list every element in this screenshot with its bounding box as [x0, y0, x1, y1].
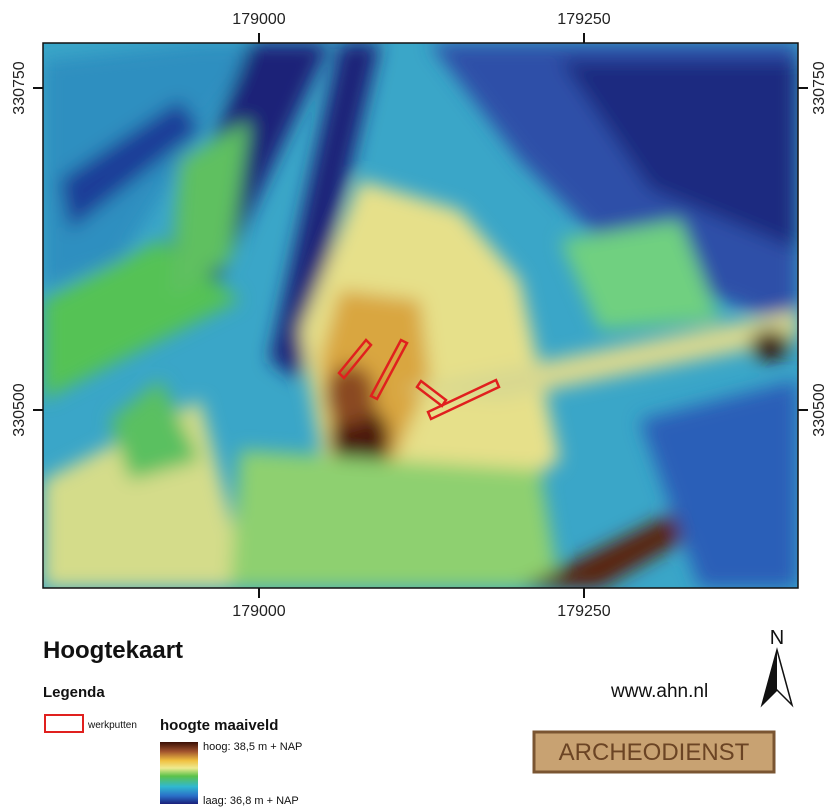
y-tick-label-right: 330750 — [811, 61, 827, 114]
elevation-raster — [43, 43, 798, 588]
y-tick-label-right: 330500 — [811, 383, 827, 436]
werkputten-swatch — [45, 715, 83, 732]
low-label: laag: 36,8 m + NAP — [203, 795, 299, 807]
elevation-ramp — [160, 742, 198, 804]
werkputten-label: werkputten — [87, 720, 137, 731]
north-arrow-fill — [762, 650, 777, 705]
y-tick-label-left: 330750 — [11, 61, 28, 114]
map-title: Hoogtekaart — [43, 637, 183, 664]
page: 179000 179000 179250 179250 330750 330750 3305… — [0, 0, 827, 810]
legend-heading: Legenda — [43, 684, 105, 701]
north-label: N — [770, 627, 784, 649]
x-tick-label-top: 179000 — [232, 11, 285, 28]
x-tick-label-bottom: 179000 — [232, 603, 285, 620]
logo-text: ARCHEODIENST — [559, 739, 750, 766]
source-url: www.ahn.nl — [610, 681, 708, 702]
x-tick-label-bottom: 179250 — [557, 603, 610, 620]
high-label: hoog: 38,5 m + NAP — [203, 741, 302, 753]
hoogte-label: hoogte maaiveld — [160, 717, 278, 734]
y-tick-label-left: 330500 — [11, 383, 28, 436]
map-sheet: 179000 179000 179250 179250 330750 330750 3305… — [0, 0, 827, 810]
x-tick-label-top: 179250 — [557, 11, 610, 28]
